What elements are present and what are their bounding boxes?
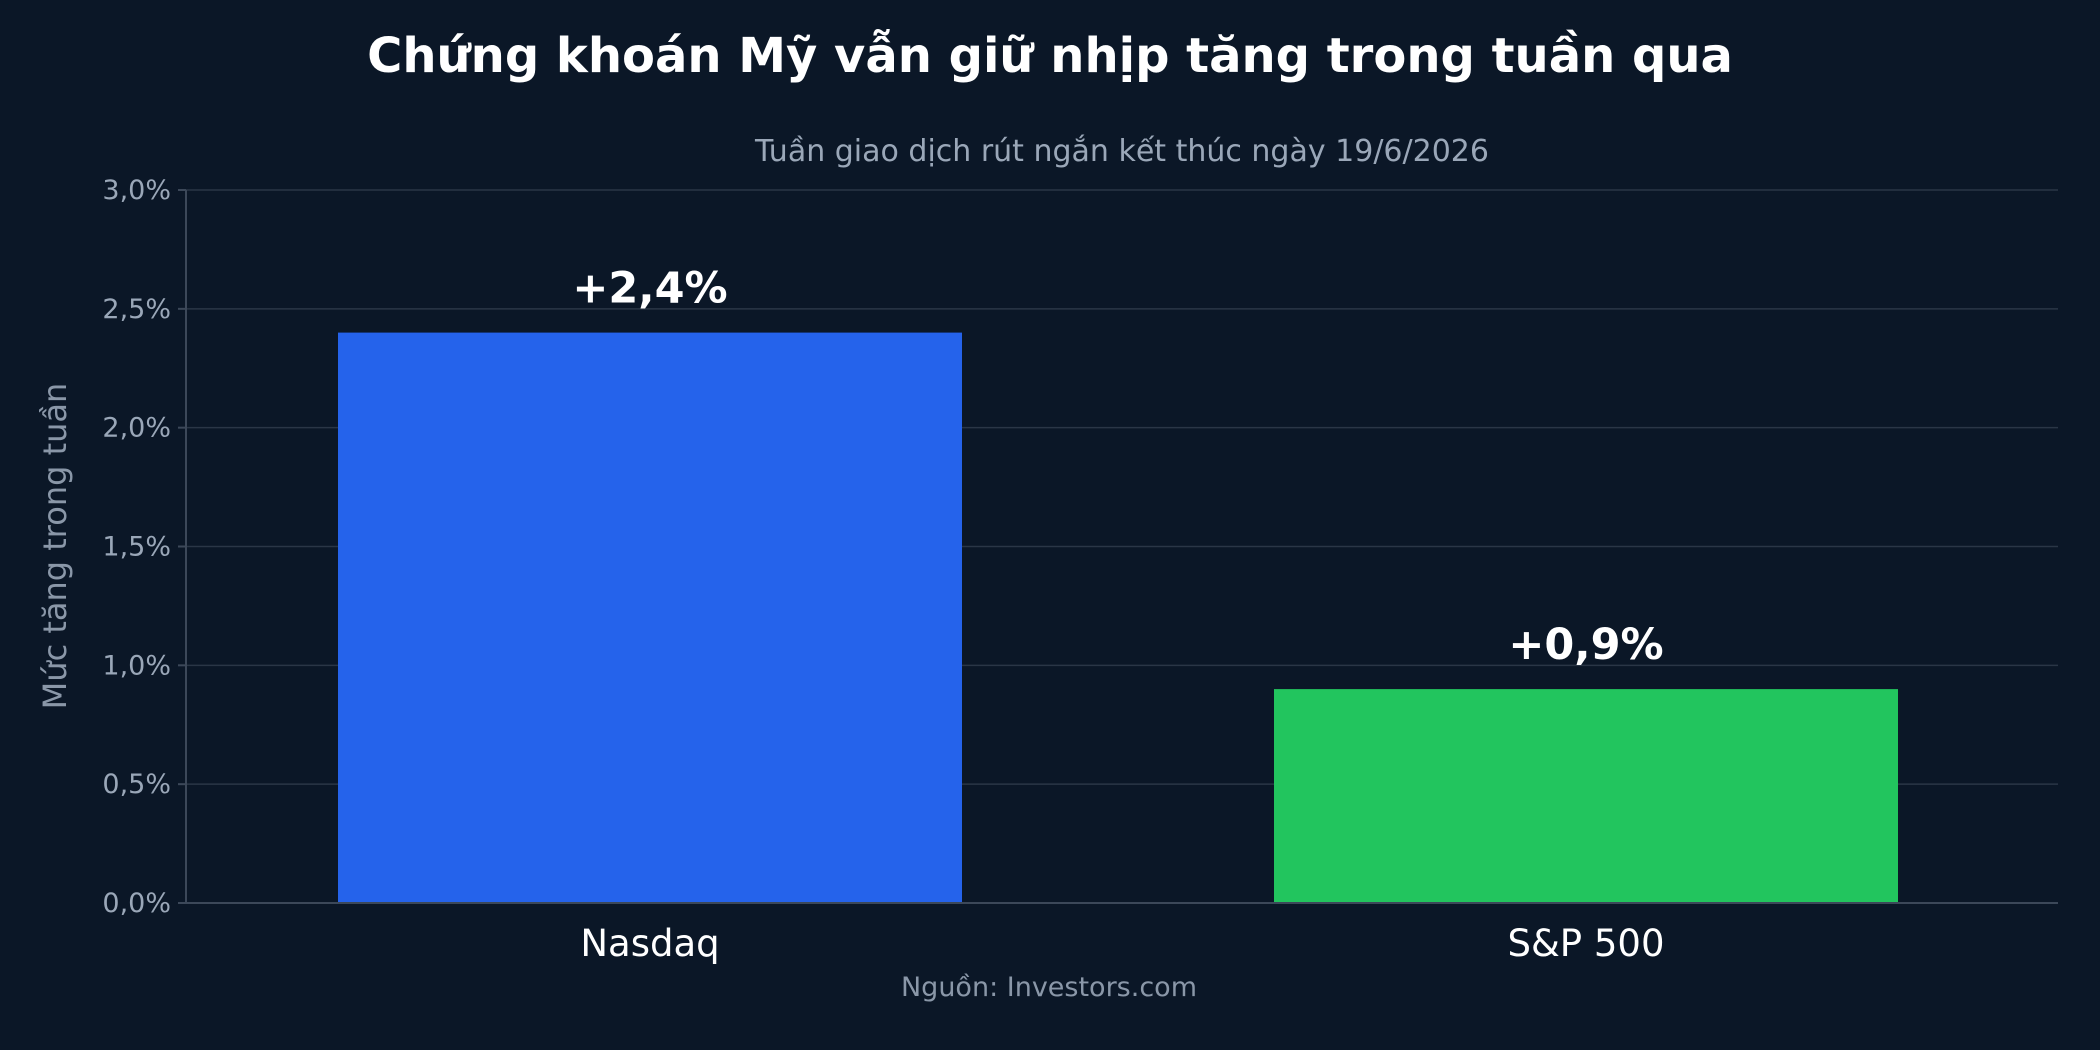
bars bbox=[338, 332, 1898, 904]
y-tick-label: 2,0% bbox=[102, 413, 171, 444]
chart-title: Chứng khoán Mỹ vẫn giữ nhịp tăng trong t… bbox=[367, 28, 1733, 84]
y-tick-label: 3,0% bbox=[102, 175, 171, 206]
x-axis-ticks: Nasdaq S&P 500 bbox=[580, 922, 1664, 965]
y-tick-label: 1,5% bbox=[102, 532, 171, 563]
value-label: +0,9% bbox=[1508, 620, 1663, 670]
chart-subtitle: Tuần giao dịch rút ngắn kết thúc ngày 19… bbox=[754, 134, 1489, 169]
y-axis-label: Mức tăng trong tuần bbox=[36, 383, 74, 710]
x-tick-label: Nasdaq bbox=[580, 922, 719, 965]
y-tick-label: 0,0% bbox=[102, 888, 171, 919]
bar-s-p-500 bbox=[1274, 689, 1898, 903]
value-label: +2,4% bbox=[572, 264, 727, 314]
value-labels: +2,4% +0,9% bbox=[572, 264, 1663, 670]
bar-nasdaq bbox=[338, 332, 962, 904]
y-axis-ticks: 0,0% 0,5% 1,0% 1,5% 2,0% 2,5% 3,0% bbox=[102, 175, 186, 919]
y-tick-label: 2,5% bbox=[102, 294, 171, 325]
y-tick-label: 1,0% bbox=[102, 650, 171, 681]
y-tick-label: 0,5% bbox=[102, 769, 171, 800]
x-tick-label: S&P 500 bbox=[1507, 922, 1664, 965]
source-note: Nguồn: Investors.com bbox=[901, 972, 1197, 1003]
